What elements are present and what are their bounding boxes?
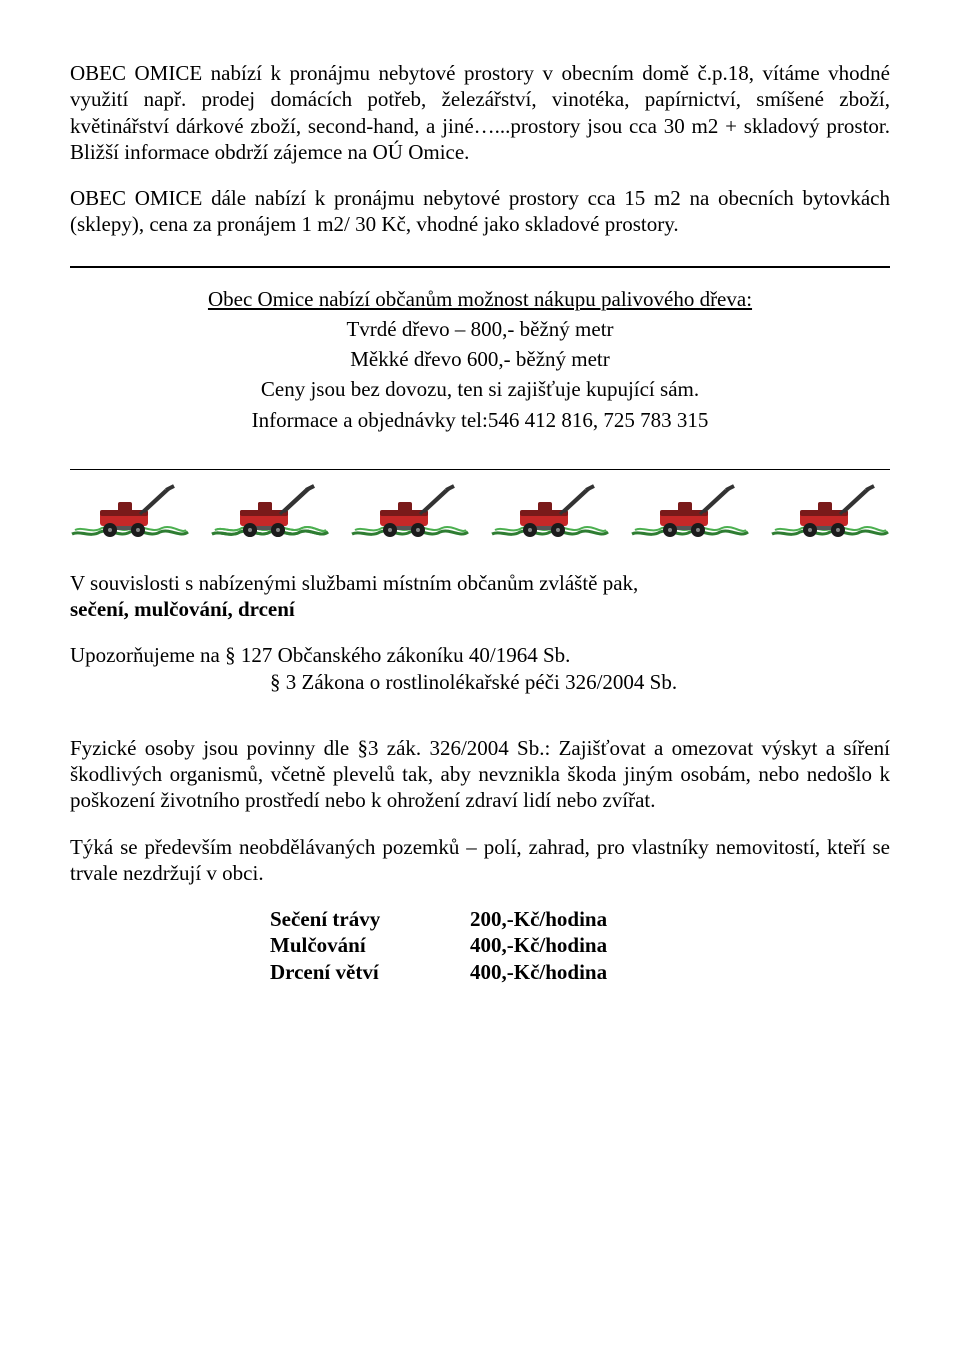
mower-icon <box>350 480 470 540</box>
price-row: Sečení trávy 200,-Kč/hodina <box>270 906 890 932</box>
wood-title: Obec Omice nabízí občanům možnost nákupu… <box>70 286 890 312</box>
paragraph-rental-2: OBEC OMICE dále nabízí k pronájmu nebyto… <box>70 185 890 238</box>
wood-hard: Tvrdé dřevo – 800,- běžný metr <box>70 316 890 342</box>
price-table: Sečení trávy 200,-Kč/hodina Mulčování 40… <box>270 906 890 985</box>
paragraph-duty: Fyzické osoby jsou povinny dle §3 zák. 3… <box>70 735 890 814</box>
wood-note: Ceny jsou bez dovozu, ten si zajišťuje k… <box>70 376 890 402</box>
price-value: 200,-Kč/hodina <box>470 906 607 932</box>
price-value: 400,-Kč/hodina <box>470 959 607 985</box>
wood-block: Obec Omice nabízí občanům možnost nákupu… <box>70 286 890 433</box>
price-label: Sečení trávy <box>270 906 470 932</box>
price-label: Drcení větví <box>270 959 470 985</box>
divider-top <box>70 266 890 268</box>
price-row: Mulčování 400,-Kč/hodina <box>270 932 890 958</box>
mower-icon <box>70 480 190 540</box>
price-value: 400,-Kč/hodina <box>470 932 607 958</box>
divider-bottom <box>70 469 890 470</box>
paragraph-scope: Týká se především neobdělávaných pozemků… <box>70 834 890 887</box>
services-intro: V souvislosti s nabízenými službami míst… <box>70 570 890 596</box>
wood-soft: Měkké dřevo 600,- běžný metr <box>70 346 890 372</box>
mower-icon <box>210 480 330 540</box>
price-label: Mulčování <box>270 932 470 958</box>
mower-icon <box>490 480 610 540</box>
price-row: Drcení větví 400,-Kč/hodina <box>270 959 890 985</box>
mower-row <box>70 480 890 540</box>
wood-tel: Informace a objednávky tel:546 412 816, … <box>70 407 890 433</box>
law-line-2: § 3 Zákona o rostlinolékařské péči 326/2… <box>70 669 890 695</box>
law-line-1: Upozorňujeme na § 127 Občanského zákoník… <box>70 642 890 668</box>
mower-icon <box>770 480 890 540</box>
services-bold: sečení, mulčování, drcení <box>70 596 890 622</box>
paragraph-rental-1: OBEC OMICE nabízí k pronájmu nebytové pr… <box>70 60 890 165</box>
mower-icon <box>630 480 750 540</box>
